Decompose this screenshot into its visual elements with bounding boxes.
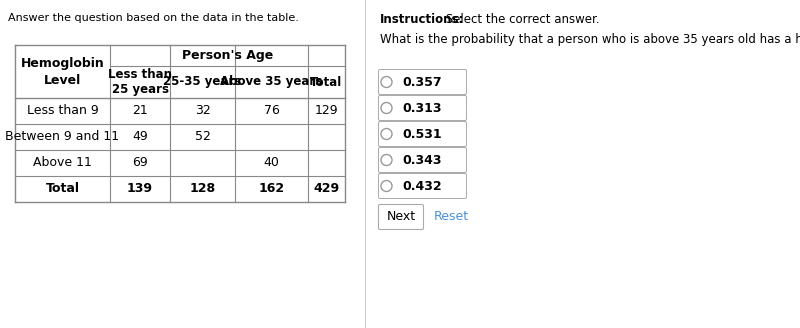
- Text: Less than
25 years: Less than 25 years: [108, 68, 172, 96]
- Text: Above 11: Above 11: [33, 156, 92, 170]
- Text: 0.343: 0.343: [402, 154, 442, 167]
- FancyBboxPatch shape: [378, 174, 466, 198]
- Text: Person's Age: Person's Age: [182, 49, 273, 62]
- Text: 429: 429: [314, 182, 339, 195]
- Text: 76: 76: [263, 105, 279, 117]
- Text: 25-35 years: 25-35 years: [163, 75, 242, 89]
- Text: 21: 21: [132, 105, 148, 117]
- Text: Hemoglobin
Level: Hemoglobin Level: [21, 56, 104, 87]
- Text: 0.531: 0.531: [402, 128, 442, 140]
- Text: 69: 69: [132, 156, 148, 170]
- FancyBboxPatch shape: [378, 121, 466, 147]
- FancyBboxPatch shape: [378, 148, 466, 173]
- Text: 128: 128: [190, 182, 215, 195]
- Text: 0.432: 0.432: [402, 179, 442, 193]
- Text: Next: Next: [386, 211, 415, 223]
- Text: Total: Total: [46, 182, 79, 195]
- Text: What is the probability that a person who is above 35 years old has a hemoglobin: What is the probability that a person wh…: [380, 33, 800, 46]
- FancyBboxPatch shape: [378, 95, 466, 120]
- Text: Select the correct answer.: Select the correct answer.: [442, 13, 600, 26]
- FancyBboxPatch shape: [378, 70, 466, 94]
- Text: 40: 40: [263, 156, 279, 170]
- Text: 49: 49: [132, 131, 148, 144]
- Text: Answer the question based on the data in the table.: Answer the question based on the data in…: [8, 13, 299, 23]
- FancyBboxPatch shape: [378, 204, 423, 230]
- Text: 0.357: 0.357: [402, 75, 442, 89]
- Text: 162: 162: [258, 182, 285, 195]
- Text: Instructions:: Instructions:: [380, 13, 464, 26]
- Text: 0.313: 0.313: [402, 101, 442, 114]
- Text: 52: 52: [194, 131, 210, 144]
- Text: Less than 9: Less than 9: [26, 105, 98, 117]
- Text: Between 9 and 11: Between 9 and 11: [6, 131, 119, 144]
- Text: 32: 32: [194, 105, 210, 117]
- Text: Total: Total: [310, 75, 342, 89]
- Text: Reset: Reset: [434, 211, 469, 223]
- Text: 139: 139: [127, 182, 153, 195]
- Text: Above 35 years: Above 35 years: [220, 75, 322, 89]
- Text: 129: 129: [314, 105, 338, 117]
